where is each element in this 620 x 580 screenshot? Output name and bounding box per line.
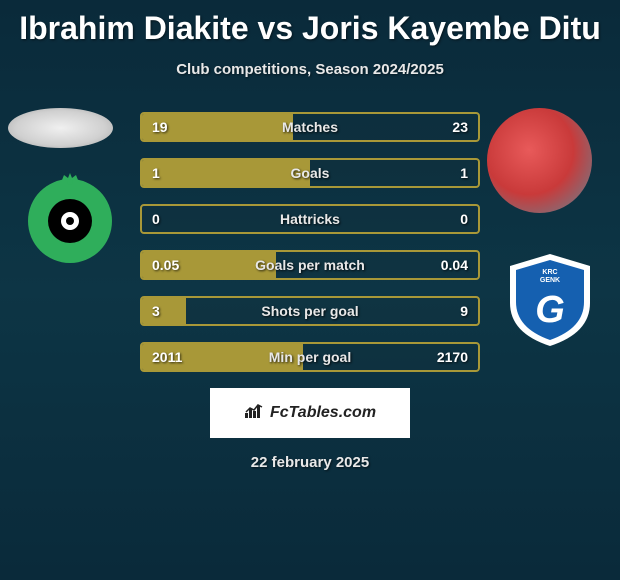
stat-value-left: 0 — [152, 211, 160, 227]
svg-text:GENK: GENK — [540, 277, 560, 284]
club-right-badge: KRC GENK G — [500, 248, 600, 348]
svg-text:G: G — [535, 289, 565, 331]
stat-row-shots-per-goal: 3 Shots per goal 9 — [140, 296, 480, 326]
stat-value-right: 2170 — [437, 349, 468, 365]
club-left-badge — [20, 166, 120, 266]
stat-fill-left — [142, 298, 186, 324]
stat-value-right: 1 — [460, 165, 468, 181]
stat-label: Matches — [282, 119, 338, 135]
stats-bars: 19 Matches 23 1 Goals 1 0 Hattricks 0 0.… — [140, 108, 480, 372]
stat-label: Goals — [291, 165, 330, 181]
stat-row-hattricks: 0 Hattricks 0 — [140, 204, 480, 234]
stat-value-left: 19 — [152, 119, 168, 135]
stat-fill-left — [142, 160, 310, 186]
stat-value-left: 1 — [152, 165, 160, 181]
stat-value-left: 2011 — [152, 349, 182, 365]
brand-text: FcTables.com — [270, 404, 376, 422]
stat-value-right: 0.04 — [441, 257, 468, 273]
player-left-avatar — [8, 108, 113, 148]
stat-label: Hattricks — [280, 211, 340, 227]
stat-value-left: 3 — [152, 303, 160, 319]
stat-row-goals-per-match: 0.05 Goals per match 0.04 — [140, 250, 480, 280]
stat-label: Min per goal — [269, 349, 351, 365]
stat-value-right: 23 — [452, 119, 468, 135]
stat-label: Goals per match — [255, 257, 365, 273]
stat-value-right: 0 — [460, 211, 468, 227]
comparison-content: KRC GENK G 19 Matches 23 1 Goals 1 0 Hat… — [0, 108, 620, 471]
stat-row-min-per-goal: 2011 Min per goal 2170 — [140, 342, 480, 372]
page-title: Ibrahim Diakite vs Joris Kayembe Ditu — [0, 0, 620, 47]
stat-value-right: 9 — [460, 303, 468, 319]
stat-row-goals: 1 Goals 1 — [140, 158, 480, 188]
date-text: 22 february 2025 — [0, 454, 620, 471]
stat-value-left: 0.05 — [152, 257, 179, 273]
player-right-avatar — [487, 108, 592, 213]
subtitle: Club competitions, Season 2024/2025 — [0, 61, 620, 78]
chart-icon — [244, 403, 264, 424]
stat-row-matches: 19 Matches 23 — [140, 112, 480, 142]
brand-box[interactable]: FcTables.com — [210, 388, 410, 438]
svg-text:KRC: KRC — [542, 269, 557, 276]
stat-label: Shots per goal — [261, 303, 358, 319]
